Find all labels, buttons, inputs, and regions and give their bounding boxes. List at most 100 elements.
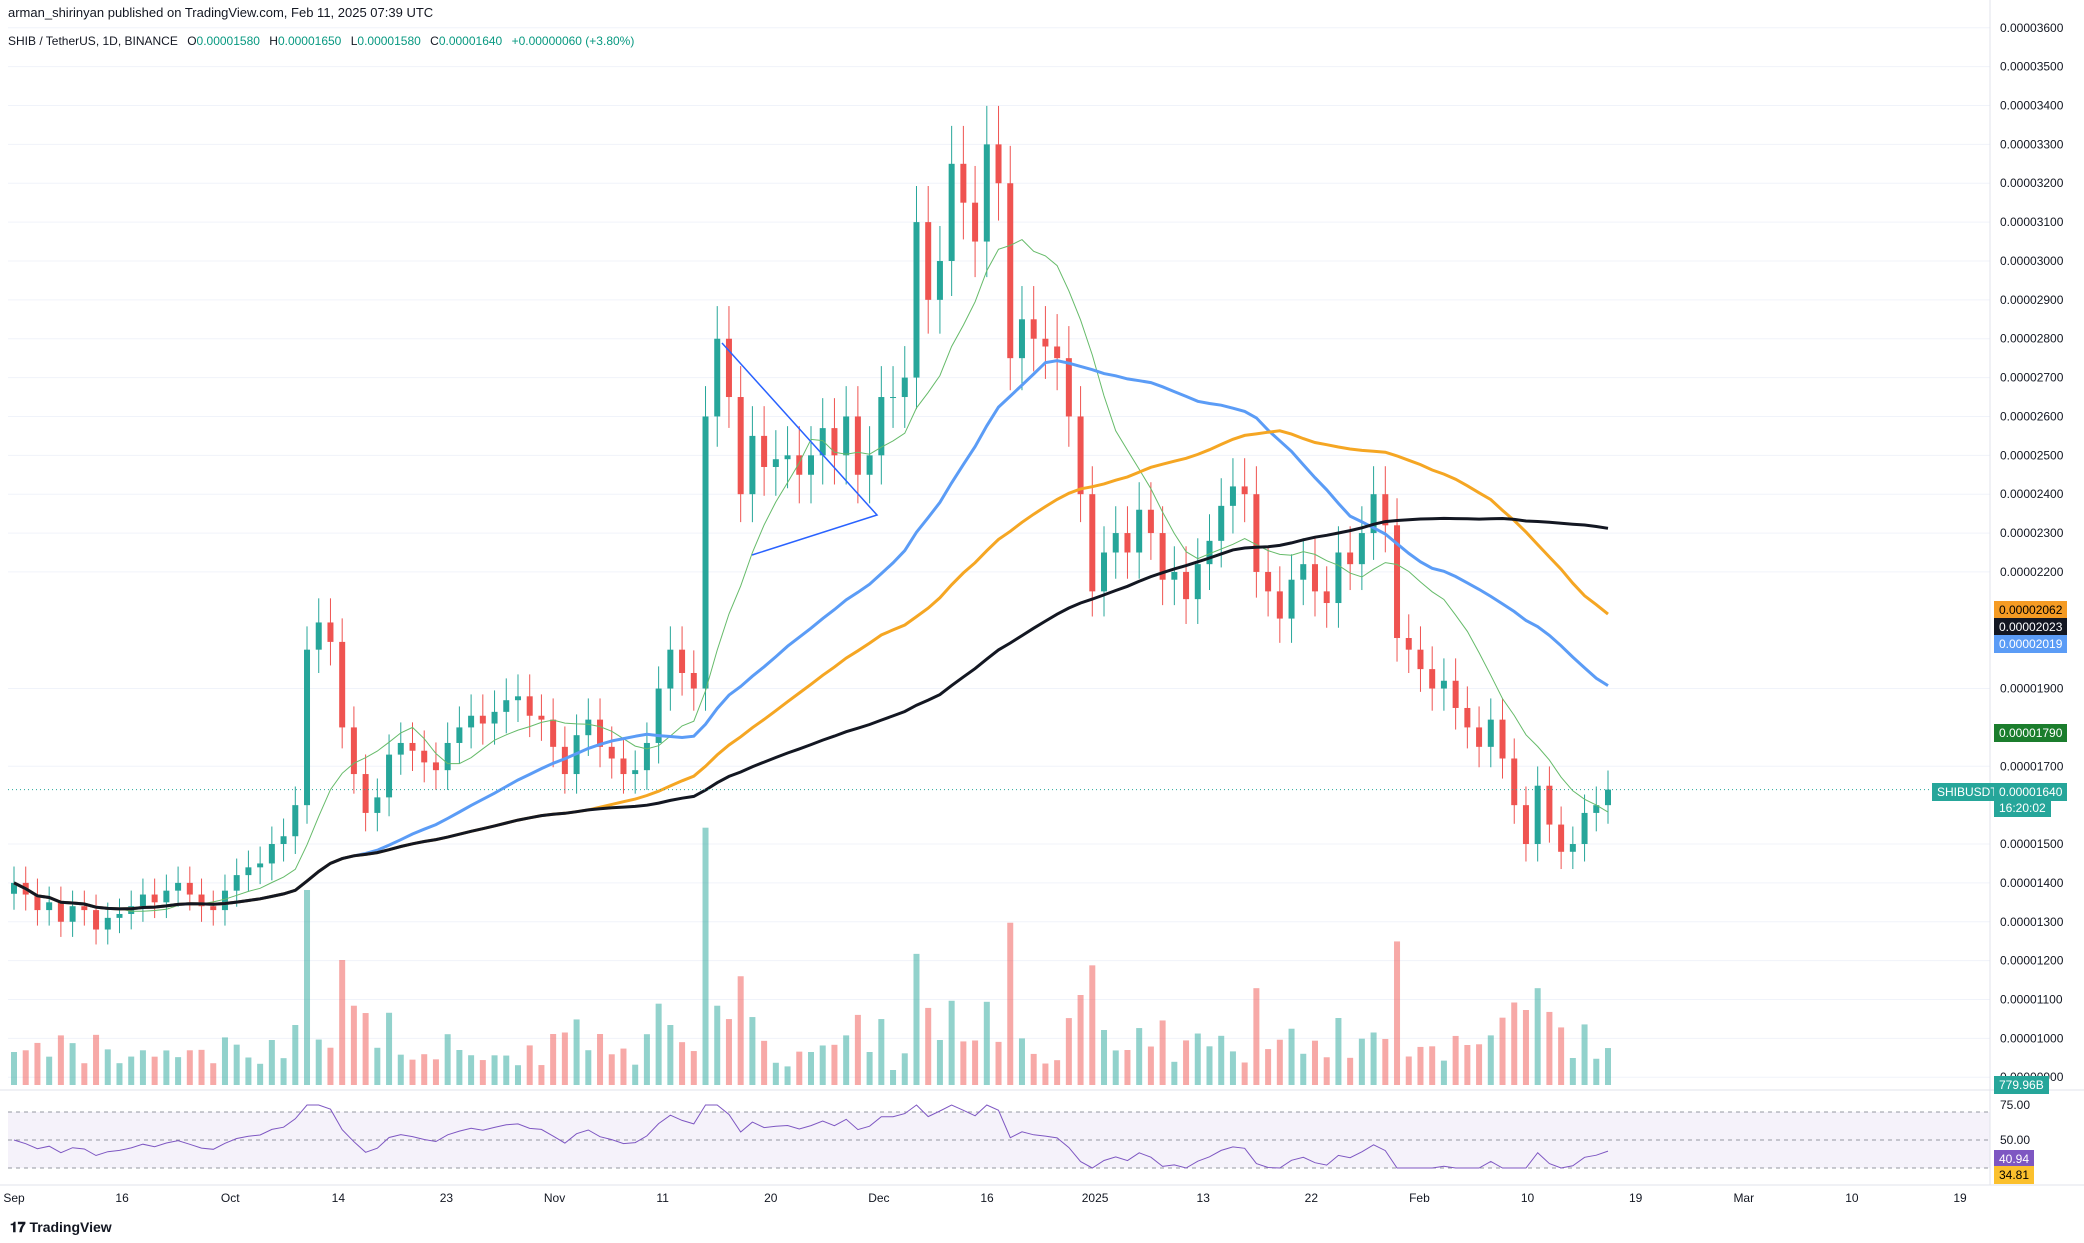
volume-bar bbox=[1546, 1011, 1553, 1085]
volume-bar bbox=[268, 1040, 275, 1085]
volume-bar bbox=[1147, 1046, 1154, 1085]
candle-body bbox=[1077, 416, 1084, 495]
candle-body bbox=[632, 770, 639, 775]
volume-bar bbox=[421, 1054, 428, 1085]
volume-bar bbox=[620, 1048, 627, 1085]
symbol-legend: SHIB / TetherUS, 1D, BINANCE O0.00001580… bbox=[8, 34, 640, 48]
volume-bar bbox=[737, 976, 744, 1085]
y-axis-label: 0.00003300 bbox=[2000, 137, 2064, 151]
candle-body bbox=[315, 622, 322, 650]
volume-bar bbox=[936, 1040, 943, 1085]
volume-bar bbox=[1265, 1049, 1272, 1085]
y-axis-label: 0.00002400 bbox=[2000, 487, 2064, 501]
candle-body bbox=[561, 746, 568, 775]
volume-bar bbox=[1605, 1048, 1611, 1085]
volume-bar bbox=[608, 1054, 615, 1085]
candle-body bbox=[1288, 579, 1295, 619]
volume-bar bbox=[11, 1052, 17, 1085]
candle-body bbox=[1030, 319, 1037, 339]
y-axis-label: 0.00003500 bbox=[2000, 60, 2064, 74]
volume-bar bbox=[585, 1050, 592, 1085]
volume-bar bbox=[878, 1019, 885, 1085]
countdown-tag: 16:20:02 bbox=[1994, 799, 2051, 817]
candle-body bbox=[725, 338, 732, 398]
volume-bar bbox=[819, 1045, 826, 1085]
candle-body bbox=[1476, 727, 1483, 747]
volume-bar bbox=[34, 1042, 41, 1085]
candle-body bbox=[808, 455, 814, 475]
candle-body bbox=[1347, 552, 1354, 565]
candle-body bbox=[948, 163, 955, 261]
candle-body bbox=[1440, 680, 1447, 689]
candle-body bbox=[585, 719, 592, 736]
legend-close-label: C bbox=[430, 34, 439, 48]
candle-body bbox=[538, 715, 545, 720]
candle-body bbox=[175, 882, 182, 891]
volume-bar bbox=[948, 1000, 955, 1085]
volume-bar bbox=[1558, 1027, 1565, 1085]
candle-body bbox=[1605, 789, 1611, 806]
volume-bar bbox=[667, 1025, 674, 1085]
candle-body bbox=[1018, 319, 1025, 359]
volume-bar bbox=[749, 1017, 756, 1085]
volume-bar bbox=[93, 1034, 100, 1085]
volume-bar bbox=[1018, 1038, 1025, 1085]
volume-bar bbox=[210, 1063, 217, 1085]
candle-body bbox=[374, 797, 381, 813]
volume-bar bbox=[1089, 965, 1096, 1085]
candle-body bbox=[34, 894, 41, 911]
volume-bar bbox=[1042, 1063, 1049, 1085]
candle-body bbox=[409, 742, 416, 751]
volume-bar bbox=[643, 1034, 650, 1085]
tradingview-logo[interactable]: 𝟏𝟕 TradingView bbox=[10, 1219, 112, 1236]
volume-bar bbox=[186, 1050, 193, 1085]
volume-bar bbox=[725, 1019, 732, 1085]
candle-body bbox=[901, 377, 908, 398]
candle-body bbox=[1581, 812, 1588, 845]
candle-body bbox=[679, 649, 686, 673]
last-price-tag: 0.00001640 bbox=[1994, 783, 2068, 801]
volume-bar bbox=[1241, 1062, 1248, 1085]
candle-body bbox=[1007, 183, 1014, 359]
candle-body bbox=[221, 890, 228, 911]
x-axis-label: Mar bbox=[1733, 1191, 1754, 1205]
x-axis-label: Nov bbox=[544, 1191, 565, 1205]
candle-body bbox=[456, 727, 463, 743]
volume-bar bbox=[1347, 1057, 1354, 1085]
green-ma-tag: 0.00001790 bbox=[1994, 724, 2068, 742]
candle-body bbox=[1522, 805, 1529, 845]
volume-bar bbox=[995, 1041, 1002, 1085]
candle-body bbox=[327, 622, 334, 642]
volume-bar bbox=[116, 1063, 123, 1085]
legend-symbol[interactable]: SHIB / TetherUS, 1D, BINANCE bbox=[8, 34, 178, 48]
candle-body bbox=[1101, 552, 1108, 592]
x-axis-label: 22 bbox=[1305, 1191, 1319, 1205]
x-axis-label: 16 bbox=[115, 1191, 129, 1205]
candle-body bbox=[1323, 591, 1330, 604]
candle-body bbox=[819, 428, 826, 456]
candle-body bbox=[1229, 486, 1236, 506]
candle-body bbox=[702, 416, 709, 689]
candle-body bbox=[831, 428, 838, 456]
volume-bar bbox=[151, 1056, 158, 1085]
y-axis-label: 0.00002200 bbox=[2000, 565, 2064, 579]
publisher-line: arman_shirinyan published on TradingView… bbox=[8, 5, 434, 20]
volume-bar bbox=[1487, 1035, 1494, 1085]
volume-bar bbox=[1159, 1020, 1166, 1085]
y-axis-label: 0.00002700 bbox=[2000, 371, 2064, 385]
candle-body bbox=[93, 910, 100, 930]
volume-bar bbox=[526, 1045, 533, 1085]
volume-bar bbox=[292, 1025, 299, 1085]
volume-bar bbox=[374, 1047, 381, 1085]
volume-bar bbox=[1440, 1060, 1447, 1085]
x-axis-label: 23 bbox=[440, 1191, 454, 1205]
volume-bar bbox=[1288, 1028, 1295, 1085]
candle-body bbox=[304, 649, 311, 806]
y-axis-label: 0.00003100 bbox=[2000, 215, 2064, 229]
candle-body bbox=[1487, 719, 1494, 747]
candle-body bbox=[116, 913, 123, 918]
volume-bar bbox=[1323, 1057, 1330, 1085]
rsi-ma-tag: 34.81 bbox=[1994, 1166, 2035, 1184]
x-axis-label: 20 bbox=[764, 1191, 778, 1205]
